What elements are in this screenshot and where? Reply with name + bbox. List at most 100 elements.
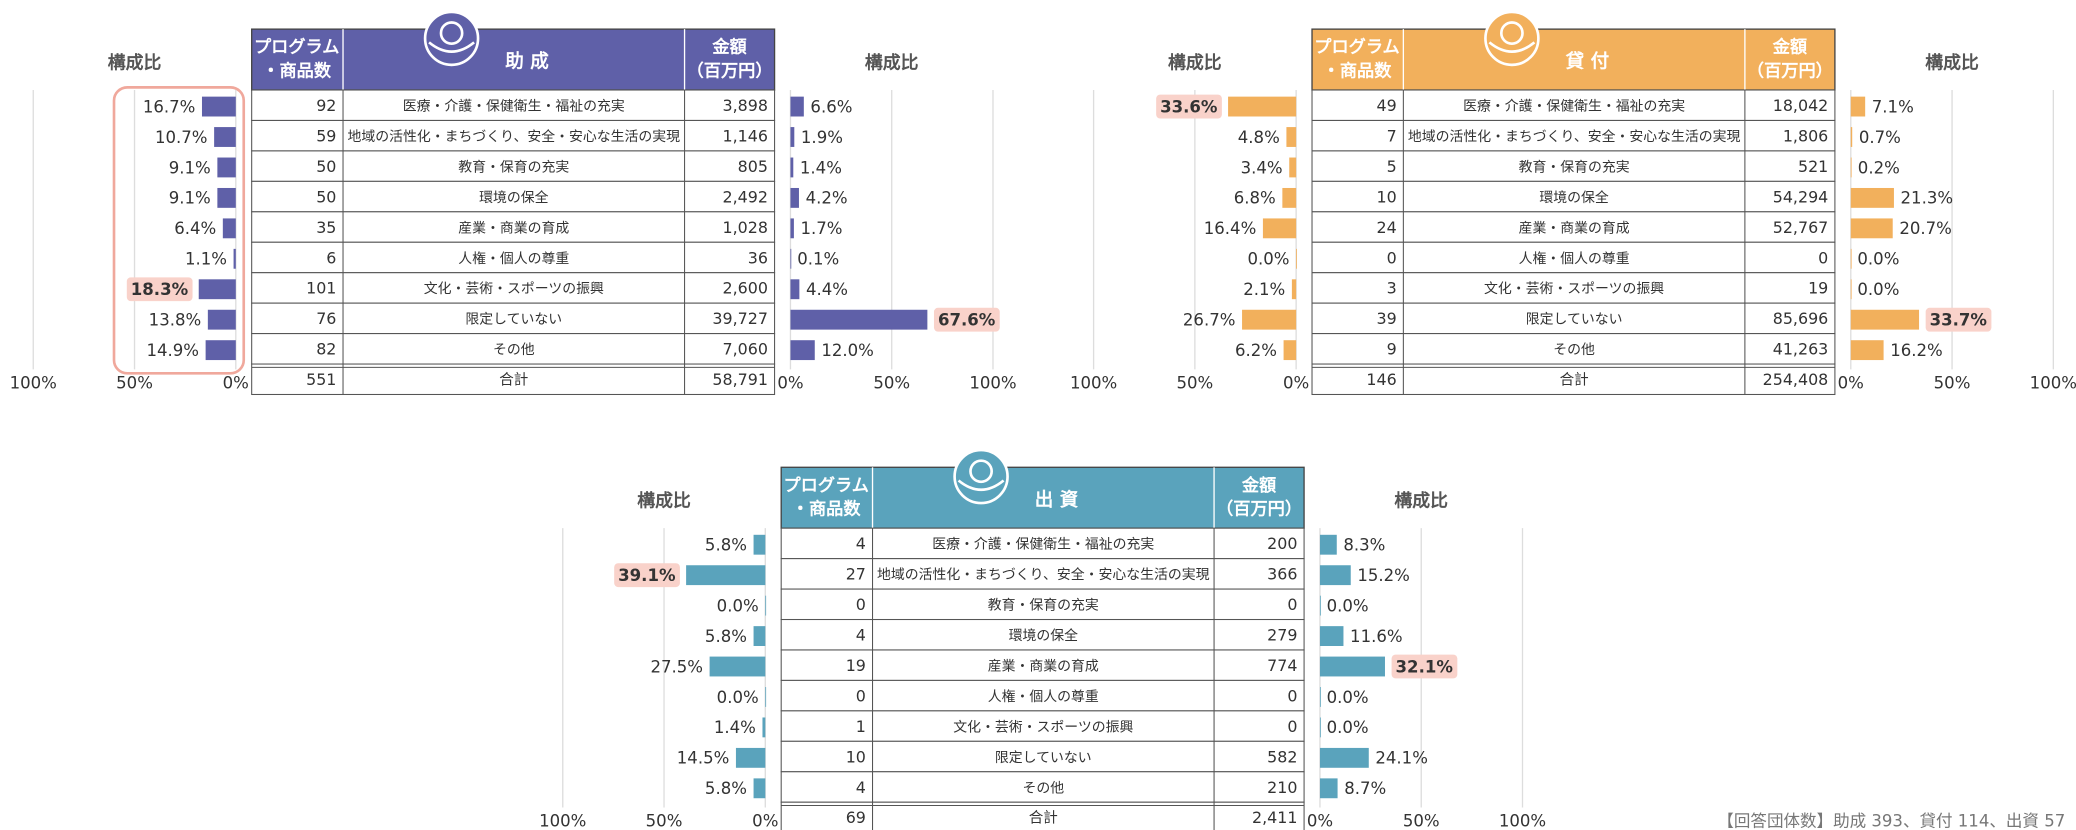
category-cell: 地域の活性化・まちづくり、安全・安心な生活の実現 — [1408, 128, 1741, 145]
value-label: 9.1% — [169, 158, 211, 177]
x-tick-label: 100% — [969, 373, 1016, 392]
table-header — [780, 466, 1305, 529]
count-cell: 0 — [856, 595, 866, 614]
table-row — [780, 558, 1305, 590]
highlight-label-bg — [126, 277, 193, 302]
bar — [1319, 778, 1338, 799]
bar — [1283, 340, 1297, 361]
amount-cell: 3,898 — [722, 96, 767, 115]
total-row — [780, 801, 1305, 830]
bar — [1282, 187, 1297, 208]
value-label: 0.0% — [1857, 250, 1899, 269]
header-count: ・商品数 — [1323, 60, 1393, 81]
table-row — [1311, 211, 1836, 243]
bar — [198, 279, 236, 300]
category-cell: 限定していない — [995, 750, 1092, 766]
count-cell: 3 — [1387, 279, 1397, 298]
category-cell: その他 — [1022, 780, 1064, 796]
bar — [214, 127, 236, 147]
header-title: 助 成 — [505, 51, 549, 73]
amount-cell: 210 — [1267, 778, 1297, 797]
category-cell: 環境の保全 — [1539, 189, 1609, 206]
bar — [1850, 127, 1853, 147]
bar — [686, 565, 766, 586]
category-cell: 教育・保育の充実 — [1519, 159, 1630, 175]
bar — [1228, 96, 1297, 117]
value-label: 33.6% — [1160, 97, 1218, 116]
x-tick-label: 100% — [539, 812, 586, 830]
amount-cell: 1,028 — [722, 218, 767, 237]
icon-hands — [1488, 41, 1536, 53]
value-label: 39.1% — [618, 566, 676, 585]
x-tick-label: 100% — [1070, 373, 1117, 392]
bar — [765, 687, 767, 707]
chart-title: 構成比 — [108, 52, 162, 74]
value-label: 6.8% — [1234, 189, 1276, 208]
count-cell: 5 — [1387, 157, 1397, 176]
table-header — [1311, 28, 1836, 91]
count-cell: 59 — [316, 127, 336, 146]
bar — [1291, 279, 1297, 300]
table-row — [251, 119, 776, 152]
amount-cell: 41,263 — [1773, 340, 1829, 359]
bar — [1319, 534, 1337, 555]
x-tick-label: 50% — [1403, 812, 1440, 830]
icon-inner — [969, 459, 993, 484]
x-tick-label: 50% — [1176, 373, 1213, 392]
count-cell: 24 — [1377, 218, 1397, 237]
value-label: 20.7% — [1899, 219, 1952, 238]
total-amount: 254,408 — [1763, 370, 1829, 389]
icon — [423, 10, 480, 67]
bar — [790, 157, 794, 178]
category-cell: 医療・介護・保健衛生・福祉の充実 — [932, 536, 1154, 553]
count-cell: 49 — [1377, 96, 1397, 115]
bar — [1850, 279, 1852, 300]
header-amount: 金額 — [711, 37, 746, 58]
bar — [735, 747, 766, 768]
x-tick-label: 0% — [1307, 812, 1333, 830]
count-cell: 7 — [1387, 127, 1397, 146]
x-tick-label: 100% — [1499, 812, 1546, 830]
category-cell: 産業・商業の育成 — [1519, 220, 1630, 236]
total-amount: 58,791 — [712, 370, 768, 389]
chart-title: 構成比 — [1394, 490, 1448, 512]
bar — [765, 595, 767, 616]
amount-cell: 279 — [1267, 626, 1297, 645]
value-label: 16.7% — [143, 97, 196, 116]
value-label: 5.8% — [705, 536, 747, 555]
x-tick-label: 0% — [1838, 373, 1864, 392]
category-cell: 人権・個人の尊重 — [988, 688, 1099, 705]
count-cell: 6 — [326, 248, 336, 267]
amount-cell: 0 — [1287, 686, 1297, 705]
table-row — [780, 588, 1305, 621]
value-label: 6.2% — [1235, 341, 1277, 360]
amount-cell: 36 — [748, 248, 768, 267]
table-row — [251, 89, 776, 121]
highlight-label-bg — [1391, 654, 1458, 679]
table-row — [1311, 180, 1836, 213]
value-label: 8.3% — [1343, 536, 1385, 555]
bar — [753, 534, 766, 555]
bar — [1296, 248, 1297, 269]
total-count: 551 — [306, 370, 336, 389]
bar — [790, 187, 799, 208]
table-row — [1311, 89, 1836, 121]
count-cell: 35 — [316, 218, 336, 237]
value-label: 9.1% — [169, 189, 211, 208]
value-label: 10.7% — [155, 128, 208, 147]
value-label: 6.6% — [810, 97, 852, 116]
bar — [790, 218, 794, 239]
total-label: 合計 — [1560, 372, 1589, 389]
bar — [1850, 187, 1894, 208]
table-row — [780, 679, 1305, 712]
value-label: 12.0% — [821, 341, 874, 360]
bar — [205, 340, 236, 361]
highlight-label-bg — [933, 307, 1000, 332]
value-label: 16.4% — [1204, 219, 1257, 238]
category-cell: 医療・介護・保健衛生・福祉の充実 — [403, 98, 625, 115]
value-label: 0.0% — [1248, 250, 1290, 269]
table-row — [780, 649, 1305, 681]
count-cell: 19 — [846, 656, 866, 675]
bar — [1289, 157, 1297, 178]
